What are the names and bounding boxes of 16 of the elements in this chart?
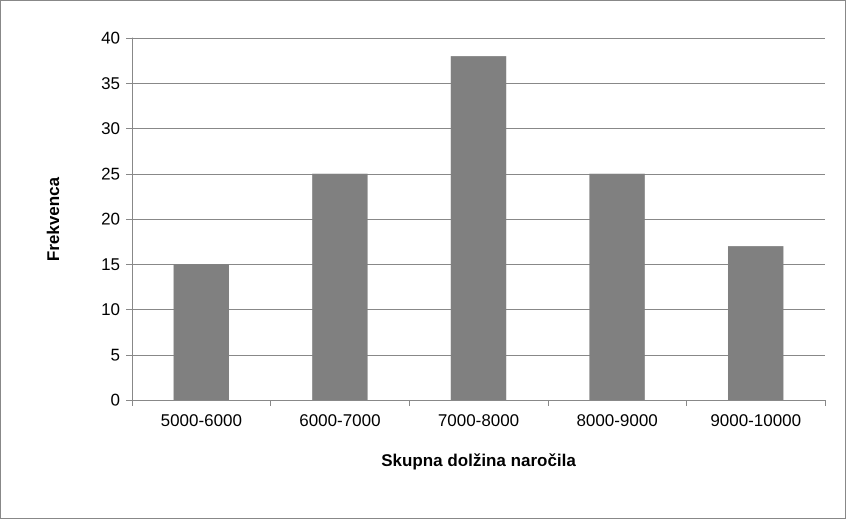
y-tick-label: 5 xyxy=(110,345,120,364)
x-tick-label: 5000-6000 xyxy=(160,411,242,430)
y-tick-label: 35 xyxy=(101,74,120,93)
x-tick-label: 6000-7000 xyxy=(299,411,381,430)
y-tick-label: 20 xyxy=(101,210,120,228)
x-tick-label: 7000-8000 xyxy=(438,411,520,430)
y-tick-label: 40 xyxy=(101,28,120,48)
y-tick-label: 25 xyxy=(101,164,120,184)
y-tick-label: 15 xyxy=(101,254,120,274)
y-tick-label: 30 xyxy=(101,119,120,138)
y-axis-title: Frekvenca xyxy=(44,176,63,262)
x-tick-label: 8000-9000 xyxy=(576,411,658,430)
x-tick-label: 9000-10000 xyxy=(710,411,802,430)
y-tick-label: 10 xyxy=(101,300,120,319)
x-axis-title: Skupna dolžina naročila xyxy=(381,451,576,470)
y-tick-label: 0 xyxy=(110,390,120,410)
